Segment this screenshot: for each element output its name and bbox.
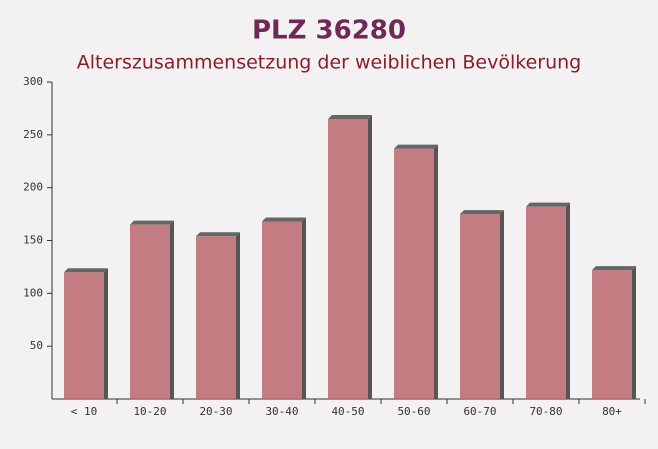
bar-shade [236,232,240,399]
x-tick-label: 80+ [602,405,622,418]
bar [196,236,236,399]
bar-shade [170,220,174,399]
bar [262,221,302,399]
bar [592,270,632,399]
bar-shade [104,268,108,399]
bar [130,224,170,399]
x-tick-label: < 10 [71,405,98,418]
bar [394,148,434,399]
bar-shade [434,144,438,399]
bar [328,118,368,399]
bar-top [328,114,372,119]
bar-top [460,210,504,215]
bar-top [64,268,108,273]
bar-shade [632,266,636,399]
x-tick-label: 50-60 [397,405,430,418]
x-tick-label: 60-70 [463,405,496,418]
bar-top [592,266,636,271]
bar-shade [368,114,372,399]
bar-top [196,232,240,237]
bar [526,206,566,399]
bar [460,214,500,399]
x-tick-label: 10-20 [133,405,166,418]
bar-shade [566,202,570,399]
y-tick-label: 250 [23,128,43,141]
chart-subtitle: Alterszusammensetzung der weiblichen Bev… [77,52,581,74]
bar [64,272,104,399]
x-tick-label: 30-40 [265,405,298,418]
y-tick-label: 300 [23,75,43,88]
bar-top [262,217,306,222]
bar-top [394,144,438,149]
x-tick-label: 40-50 [331,405,364,418]
y-tick-label: 50 [30,339,43,352]
chart-title: PLZ 36280 [252,16,406,46]
y-tick-label: 200 [23,181,43,194]
bar-top [526,202,570,207]
bar-shade [500,210,504,399]
y-tick-label: 100 [23,286,43,299]
bar-shade [302,217,306,399]
bar-top [130,220,174,225]
x-tick-label: 20-30 [199,405,232,418]
x-tick-label: 70-80 [529,405,562,418]
y-tick-label: 150 [23,234,43,247]
